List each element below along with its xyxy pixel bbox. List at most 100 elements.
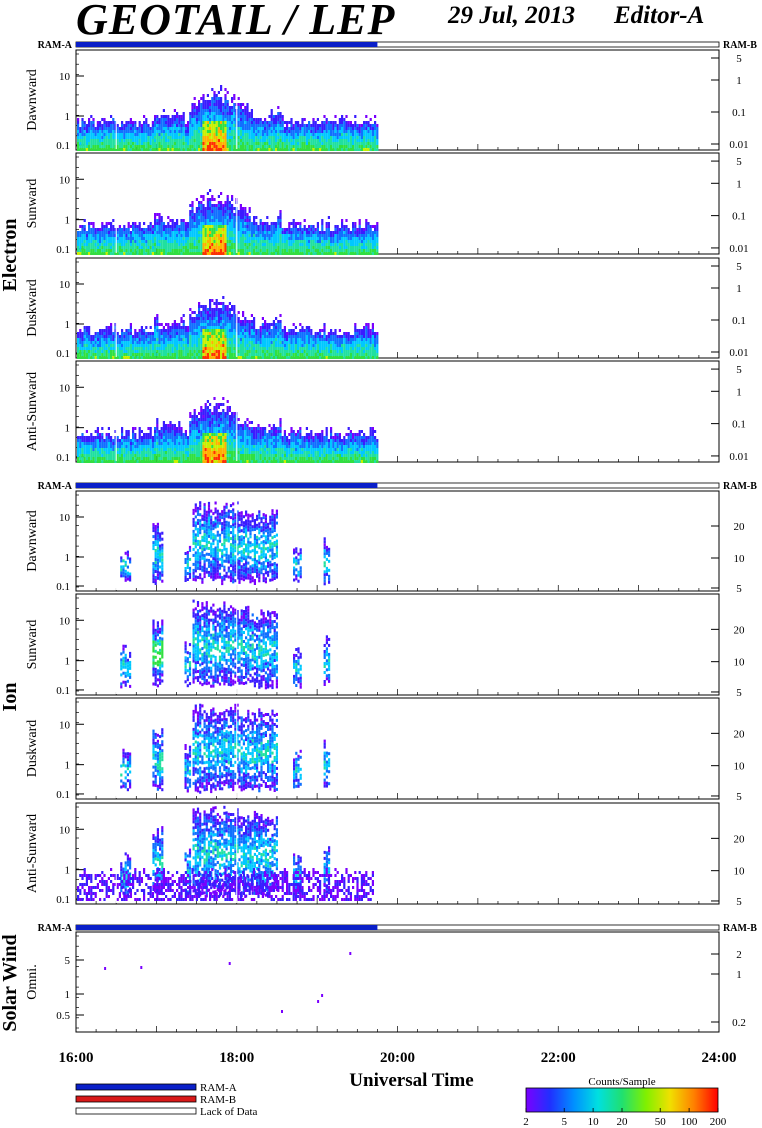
spectrogram-cell	[327, 350, 330, 353]
spectrogram-cell	[314, 240, 317, 243]
spectrogram-cell	[180, 320, 183, 323]
spectrogram-cell	[358, 148, 361, 151]
spectrogram-cell	[275, 118, 278, 121]
spectrogram-cell	[182, 142, 185, 145]
spectrogram-cell	[77, 252, 80, 255]
spectrogram-cell	[173, 341, 176, 344]
spectrogram-cell	[323, 243, 326, 246]
spectrogram-cell	[336, 145, 339, 148]
spectrogram-cell	[191, 201, 194, 204]
spectrogram-cell	[314, 344, 317, 347]
spectrogram-cell	[330, 347, 333, 350]
spectrogram-cell	[79, 329, 82, 332]
spectrogram-cell	[248, 347, 251, 350]
spectrogram-cell	[334, 139, 337, 142]
spectrogram-cell	[123, 130, 126, 133]
spectrogram-cell	[334, 353, 337, 356]
spectrogram-cell	[154, 338, 157, 341]
spectrogram-cell	[215, 356, 218, 359]
spectrogram-cell	[77, 335, 80, 338]
spectrogram-cell	[316, 118, 319, 121]
spectrogram-cell	[211, 112, 214, 115]
spectrogram-cell	[193, 213, 196, 216]
spectrogram-cell	[220, 252, 223, 255]
spectrogram-cell	[116, 133, 119, 136]
spectrogram-cell	[79, 344, 82, 347]
spectrogram-cell	[112, 231, 115, 234]
spectrogram-cell	[92, 335, 95, 338]
spectrogram-cell	[286, 145, 289, 148]
spectrogram-cell	[173, 234, 176, 237]
spectrogram-cell	[312, 347, 315, 350]
spectrogram-cell	[266, 335, 269, 338]
spectrogram-cell	[343, 139, 346, 142]
spectrogram-cell	[118, 145, 121, 148]
spectrogram-cell	[244, 356, 247, 359]
spectrogram-cell	[156, 228, 159, 231]
spectrogram-cell	[367, 124, 370, 127]
spectrogram-cell	[272, 326, 275, 329]
spectrogram-cell	[255, 139, 258, 142]
spectrogram-cell	[349, 344, 352, 347]
spectrogram-cell	[160, 350, 163, 353]
spectrogram-cell	[228, 225, 231, 228]
spectrogram-cell	[114, 133, 117, 136]
spectrogram-cell	[327, 246, 330, 249]
spectrogram-cell	[151, 246, 154, 249]
spectrogram-cell	[209, 341, 212, 344]
spectrogram-cell	[294, 344, 297, 347]
spectrogram-cell	[213, 106, 216, 109]
spectrogram-cell	[244, 130, 247, 133]
spectrogram-cell	[220, 85, 223, 88]
spectrogram-cell	[283, 127, 286, 130]
spectrogram-cell	[206, 350, 209, 353]
spectrogram-cell	[341, 136, 344, 139]
spectrogram-cell	[171, 145, 174, 148]
spectrogram-cell	[209, 109, 212, 112]
spectrogram-cell	[134, 231, 137, 234]
spectrogram-cell	[167, 338, 170, 341]
spectrogram-cell	[143, 139, 146, 142]
spectrogram-cell	[160, 329, 163, 332]
spectrogram-cell	[158, 234, 161, 237]
spectrogram-cell	[171, 127, 174, 130]
spectrogram-cell	[224, 335, 227, 338]
spectrogram-cell	[275, 127, 278, 130]
spectrogram-cell	[143, 133, 146, 136]
spectrogram-cell	[286, 353, 289, 356]
spectrogram-cell	[200, 311, 203, 314]
ram-a-label: RAM-A	[38, 40, 73, 51]
spectrogram-cell	[134, 139, 137, 142]
spectrogram-cell	[365, 234, 368, 237]
spectrogram-cell	[171, 133, 174, 136]
spectrogram-cell	[255, 329, 258, 332]
spectrogram-cell	[140, 329, 143, 332]
spectrogram-cell	[281, 130, 284, 133]
spectrogram-cell	[376, 133, 379, 136]
spectrogram-cell	[184, 139, 187, 142]
spectrogram-cell	[338, 338, 341, 341]
spectrogram-cell	[264, 118, 267, 121]
spectrogram-cell	[160, 225, 163, 228]
spectrogram-cell	[264, 237, 267, 240]
spectrogram-cell	[343, 225, 346, 228]
spectrogram-cell	[253, 121, 256, 124]
spectrogram-cell	[96, 237, 99, 240]
spectrogram-cell	[178, 115, 181, 118]
spectrogram-cell	[246, 213, 249, 216]
spectrogram-cell	[338, 142, 341, 145]
spectrogram-cell	[319, 252, 322, 255]
spectrogram-cell	[213, 213, 216, 216]
spectrogram-cell	[268, 252, 271, 255]
spectrogram-cell	[112, 237, 115, 240]
spectrogram-cell	[193, 344, 196, 347]
spectrogram-cell	[349, 240, 352, 243]
spectrogram-cell	[239, 207, 242, 210]
spectrogram-cell	[259, 329, 262, 332]
spectrogram-cell	[244, 222, 247, 225]
spectrogram-cell	[226, 195, 229, 198]
spectrogram-cell	[367, 231, 370, 234]
spectrogram-cell	[301, 329, 304, 332]
spectrogram-cell	[77, 344, 80, 347]
spectrogram-cell	[220, 207, 223, 210]
